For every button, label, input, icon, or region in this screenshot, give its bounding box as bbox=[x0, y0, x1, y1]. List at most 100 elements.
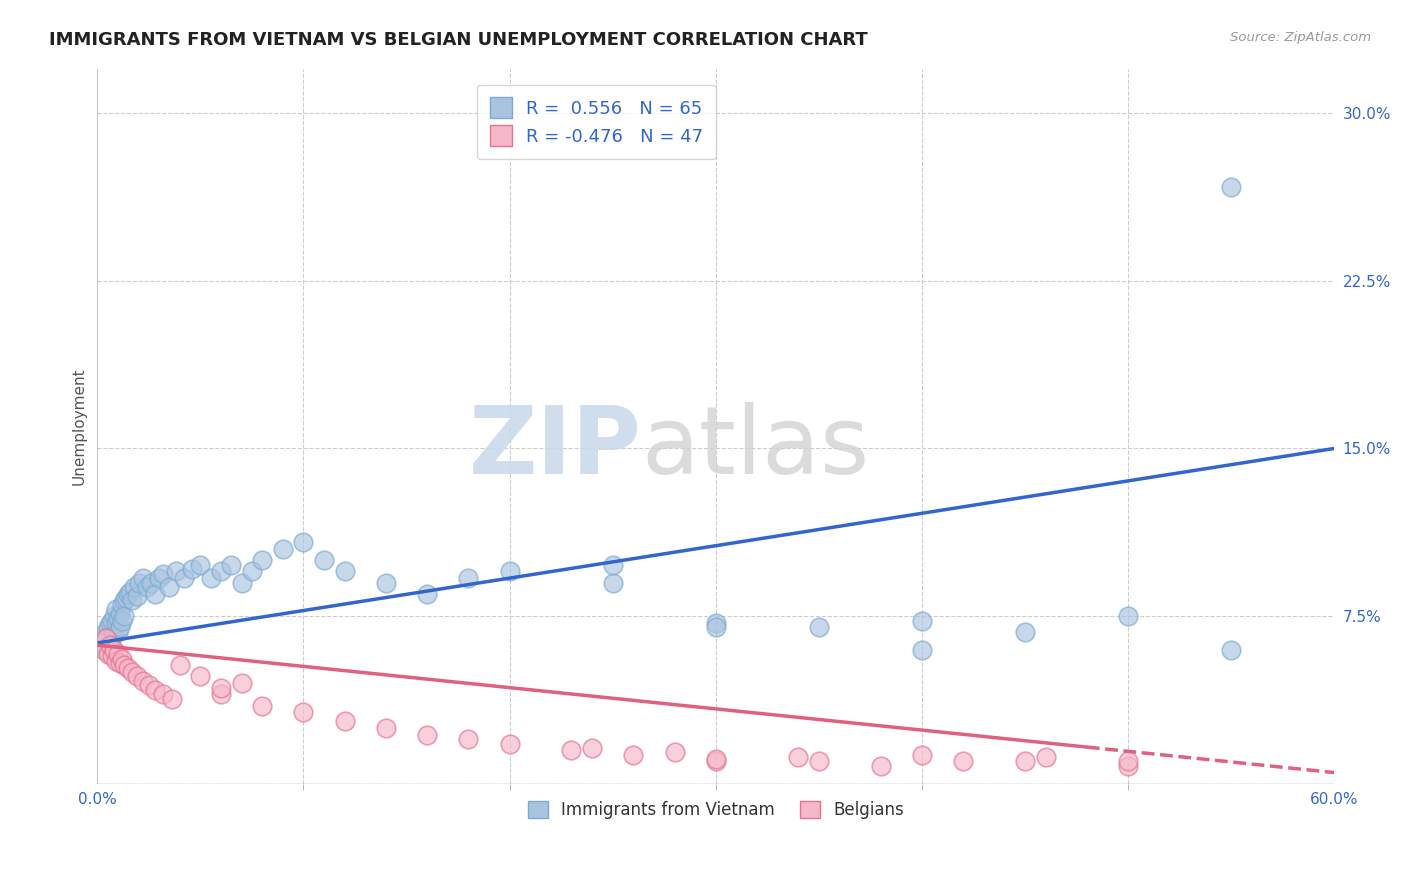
Point bbox=[121, 665, 143, 679]
Point bbox=[1035, 750, 1057, 764]
Point bbox=[560, 743, 582, 757]
Point bbox=[416, 587, 439, 601]
Point bbox=[159, 580, 181, 594]
Point bbox=[108, 607, 131, 621]
Text: Source: ZipAtlas.com: Source: ZipAtlas.com bbox=[1230, 31, 1371, 45]
Point bbox=[125, 589, 148, 603]
Point bbox=[112, 593, 135, 607]
Point bbox=[869, 759, 891, 773]
Point bbox=[621, 747, 644, 762]
Point bbox=[602, 575, 624, 590]
Point bbox=[911, 614, 934, 628]
Point bbox=[143, 587, 166, 601]
Point bbox=[93, 642, 115, 657]
Point bbox=[190, 669, 212, 683]
Point bbox=[97, 620, 120, 634]
Point bbox=[911, 747, 934, 762]
Point bbox=[97, 647, 120, 661]
Point bbox=[231, 676, 253, 690]
Point bbox=[152, 566, 174, 581]
Point bbox=[498, 737, 520, 751]
Point bbox=[374, 575, 396, 590]
Point bbox=[97, 636, 120, 650]
Point bbox=[101, 649, 124, 664]
Point bbox=[807, 620, 830, 634]
Point bbox=[104, 615, 127, 630]
Point bbox=[131, 673, 153, 688]
Point bbox=[124, 580, 146, 594]
Point bbox=[807, 755, 830, 769]
Point bbox=[252, 698, 274, 713]
Point bbox=[104, 602, 127, 616]
Point bbox=[457, 571, 479, 585]
Text: ZIP: ZIP bbox=[468, 401, 641, 493]
Point bbox=[103, 627, 125, 641]
Point bbox=[704, 620, 727, 634]
Point bbox=[107, 611, 129, 625]
Point bbox=[221, 558, 243, 572]
Point bbox=[664, 746, 686, 760]
Point bbox=[498, 565, 520, 579]
Point bbox=[704, 755, 727, 769]
Point bbox=[138, 678, 160, 692]
Point bbox=[98, 633, 121, 648]
Point bbox=[111, 614, 134, 628]
Legend: Immigrants from Vietnam, Belgians: Immigrants from Vietnam, Belgians bbox=[522, 794, 911, 825]
Point bbox=[117, 660, 139, 674]
Point bbox=[190, 558, 212, 572]
Point bbox=[115, 591, 138, 606]
Point bbox=[1220, 642, 1243, 657]
Point bbox=[103, 642, 125, 657]
Point bbox=[98, 615, 121, 630]
Point bbox=[90, 636, 112, 650]
Point bbox=[135, 580, 157, 594]
Point bbox=[181, 562, 204, 576]
Point bbox=[333, 714, 356, 728]
Point bbox=[169, 658, 191, 673]
Point bbox=[148, 571, 170, 585]
Point bbox=[1116, 755, 1139, 769]
Point bbox=[108, 620, 131, 634]
Point bbox=[111, 651, 134, 665]
Point bbox=[209, 565, 232, 579]
Point bbox=[98, 638, 121, 652]
Point bbox=[165, 565, 187, 579]
Point bbox=[112, 609, 135, 624]
Point bbox=[1116, 609, 1139, 624]
Point bbox=[314, 553, 336, 567]
Point bbox=[292, 705, 315, 719]
Point bbox=[103, 609, 125, 624]
Point bbox=[93, 632, 115, 646]
Point bbox=[457, 732, 479, 747]
Point bbox=[139, 575, 162, 590]
Point bbox=[94, 632, 117, 646]
Point bbox=[173, 571, 195, 585]
Point bbox=[117, 587, 139, 601]
Point bbox=[209, 687, 232, 701]
Point bbox=[292, 535, 315, 549]
Point bbox=[602, 558, 624, 572]
Point bbox=[787, 750, 810, 764]
Point bbox=[160, 691, 183, 706]
Point bbox=[121, 593, 143, 607]
Point bbox=[94, 642, 117, 657]
Text: IMMIGRANTS FROM VIETNAM VS BELGIAN UNEMPLOYMENT CORRELATION CHART: IMMIGRANTS FROM VIETNAM VS BELGIAN UNEMP… bbox=[49, 31, 868, 49]
Point bbox=[704, 752, 727, 766]
Point bbox=[143, 682, 166, 697]
Point bbox=[125, 669, 148, 683]
Point bbox=[333, 565, 356, 579]
Point bbox=[209, 681, 232, 695]
Point bbox=[704, 615, 727, 630]
Point bbox=[101, 614, 124, 628]
Point bbox=[128, 575, 150, 590]
Point bbox=[104, 654, 127, 668]
Point bbox=[111, 598, 134, 612]
Point bbox=[374, 721, 396, 735]
Point bbox=[271, 542, 294, 557]
Point bbox=[108, 656, 131, 670]
Point bbox=[101, 629, 124, 643]
Point bbox=[581, 741, 603, 756]
Point bbox=[107, 647, 129, 661]
Point bbox=[94, 624, 117, 639]
Point bbox=[131, 571, 153, 585]
